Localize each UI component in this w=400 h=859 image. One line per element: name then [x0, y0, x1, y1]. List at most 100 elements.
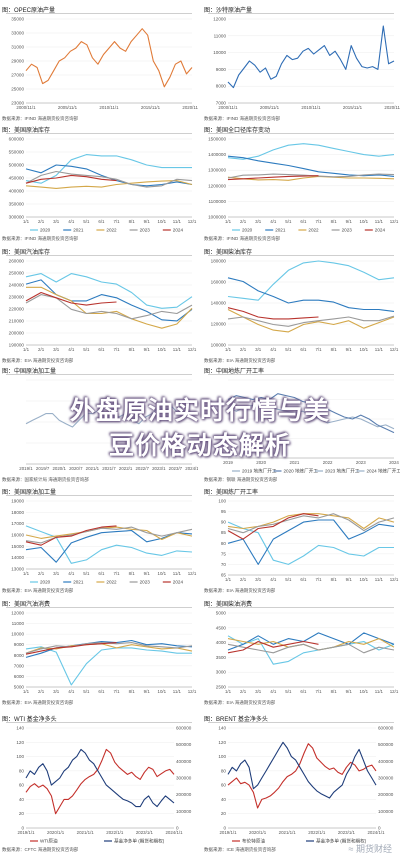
- y-tick-label: 25000: [11, 87, 24, 92]
- chart-source: 数据来源：CFTC 海通期货投资咨询部: [2, 847, 79, 852]
- series-line: [25, 748, 175, 808]
- y-tick-label: 1000000: [208, 215, 226, 220]
- chart-title: 图：美国原油库存: [2, 128, 51, 134]
- title-divider: [6, 722, 192, 723]
- y-tick-label: 1100000: [208, 199, 226, 204]
- y-tick-label: 0: [223, 826, 226, 831]
- x-tick-label: 11/1: [375, 347, 384, 352]
- y-tick-label: 16000: [11, 533, 24, 538]
- y-tick-label: 120: [218, 740, 226, 745]
- x-tick-label: 6/1: [300, 577, 307, 582]
- chart-title: 图：沙特原油产量: [204, 8, 253, 14]
- y-tick-label: 40: [19, 797, 25, 802]
- x-tick-label: 7/1: [315, 577, 322, 582]
- legend-label: 2021: [73, 228, 84, 233]
- x-tick-label: 12/1: [390, 689, 399, 694]
- x-tick-label: 7/1: [113, 571, 120, 576]
- x-tick-label: 2023/1: [152, 466, 166, 471]
- series-line: [25, 748, 175, 815]
- y-tick-label: 100: [218, 754, 226, 759]
- x-tick-label: 4/1: [68, 571, 75, 576]
- y-tick-label: 1400000: [208, 152, 226, 157]
- legend-label: 2020: [40, 580, 51, 585]
- chart-source: 数据来源：IFIND 海通期货投资咨询部: [204, 116, 280, 121]
- y-tick-label: 100: [218, 499, 226, 504]
- chart-source: 数据来源：EIA 海通期货投资咨询部: [204, 588, 276, 593]
- y2-tick-label: 0: [176, 826, 179, 831]
- x-tick-label: 3/1: [255, 347, 262, 352]
- x-tick-label: 9/1: [144, 689, 151, 694]
- y-tick-label: 40: [221, 797, 227, 802]
- x-tick-label: 2023: [356, 460, 366, 465]
- y-tick-label: 13000: [11, 567, 24, 572]
- x-tick-label: 2023/1/1: [338, 830, 356, 835]
- y-tick-label: 210000: [9, 319, 25, 324]
- y-tick-label: 7000: [216, 101, 227, 106]
- series-line: [227, 175, 319, 181]
- y-tick-label: 75: [221, 551, 227, 556]
- y2-tick-label: 400000: [378, 759, 394, 764]
- x-tick-label: 5/1: [285, 347, 292, 352]
- y-tick-label: 1200000: [208, 183, 226, 188]
- x-tick-label: 2/1: [38, 347, 45, 352]
- legend-label: 2020: [242, 228, 253, 233]
- y-tick-label: 500000: [9, 163, 25, 168]
- title-divider: [6, 255, 192, 256]
- series-line: [227, 519, 395, 565]
- x-tick-label: 1/1: [23, 689, 30, 694]
- x-tick-label: 2024/1/1: [367, 830, 385, 835]
- x-tick-label: 5/1: [83, 571, 90, 576]
- chart-panel-saudi: 图：沙特原油产量 数据来源：IFIND 海通期货投资咨询部 12000 11000 10…: [202, 5, 400, 123]
- y-tick-label: 29000: [11, 59, 24, 64]
- x-tick-label: 5/1: [83, 347, 90, 352]
- x-tick-label: 2020/11/1: [384, 105, 400, 110]
- y-tick-label: 240000: [9, 283, 25, 288]
- x-tick-label: 8/1: [129, 571, 136, 576]
- y2-tick-label: 300000: [176, 776, 192, 781]
- chart-panel-us-gasoline-demand: 图：美国汽油消费 数据来源：EIA 海通期货投资咨询部 12000 11000 1000…: [0, 599, 198, 707]
- x-tick-label: 2019: [223, 460, 233, 465]
- x-tick-label: 2010/11/1: [301, 105, 321, 110]
- watermark: ≈ 期货财经: [348, 844, 392, 854]
- x-tick-label: 1/1: [225, 577, 232, 582]
- x-tick-label: 3/1: [255, 689, 262, 694]
- x-tick-label: 2015/11/1: [141, 105, 161, 110]
- series-line: [227, 632, 395, 651]
- chart-panel-us-total-stock: 图：美国全口径库存变动 数据来源：IFIND 海通期货投资咨询部 1500000 14…: [202, 125, 400, 243]
- x-tick-label: 11/1: [375, 219, 384, 224]
- y-tick-label: 100000: [211, 343, 227, 348]
- y-tick-label: 60: [19, 783, 25, 788]
- x-tick-label: 2010/11/1: [99, 105, 119, 110]
- x-tick-label: 4/1: [68, 347, 75, 352]
- x-tick-label: 2/1: [38, 219, 45, 224]
- chart-panel-us-crude-runs: 图：美国原油加工量 数据来源：EIA 海通期货投资咨询部 19000 18000 170…: [0, 487, 198, 595]
- series-line: [227, 309, 395, 333]
- x-tick-label: 2/1: [240, 689, 247, 694]
- y-tick-label: 14000: [11, 555, 24, 560]
- series-line: [227, 315, 395, 327]
- x-tick-label: 10/1: [158, 689, 167, 694]
- y-tick-label: 12000: [11, 611, 24, 616]
- x-tick-label: 2020/1: [52, 466, 66, 471]
- chart-plot: 140 120 100 80 60 40 20 0 600000 500000 400000 3000…: [16, 726, 192, 845]
- chart-source: 数据来源：EIA 海通期货投资咨询部: [204, 700, 276, 705]
- x-tick-label: 6/1: [98, 347, 105, 352]
- x-tick-label: 4/1: [270, 577, 277, 582]
- series-line: [227, 307, 319, 320]
- series-line: [227, 393, 395, 434]
- chart-title: 图：美国原油加工量: [2, 490, 57, 496]
- x-tick-label: 1/1: [23, 347, 30, 352]
- x-tick-label: 2/1: [240, 219, 247, 224]
- title-divider: [208, 255, 394, 256]
- x-tick-label: 4/1: [270, 347, 277, 352]
- series-line: [227, 513, 319, 540]
- x-tick-label: 2022/7: [135, 466, 149, 471]
- chart-plot: 2019 2020 2021 2022 2023 2024 2019 地炼厂开工 2020 地…: [223, 379, 400, 475]
- title-divider: [6, 374, 192, 375]
- x-tick-label: 2021/1/1: [77, 830, 95, 835]
- y-tick-label: 250000: [9, 271, 25, 276]
- legend-label: 2022: [308, 228, 319, 233]
- x-tick-label: 2000/11/1: [218, 105, 238, 110]
- chart-panel-us-diesel-stock: 图：美国柴油库存 数据来源：EIA 海通期货投资咨询部 180000 160000 14…: [202, 247, 400, 365]
- x-tick-label: 2019/1/1: [219, 830, 237, 835]
